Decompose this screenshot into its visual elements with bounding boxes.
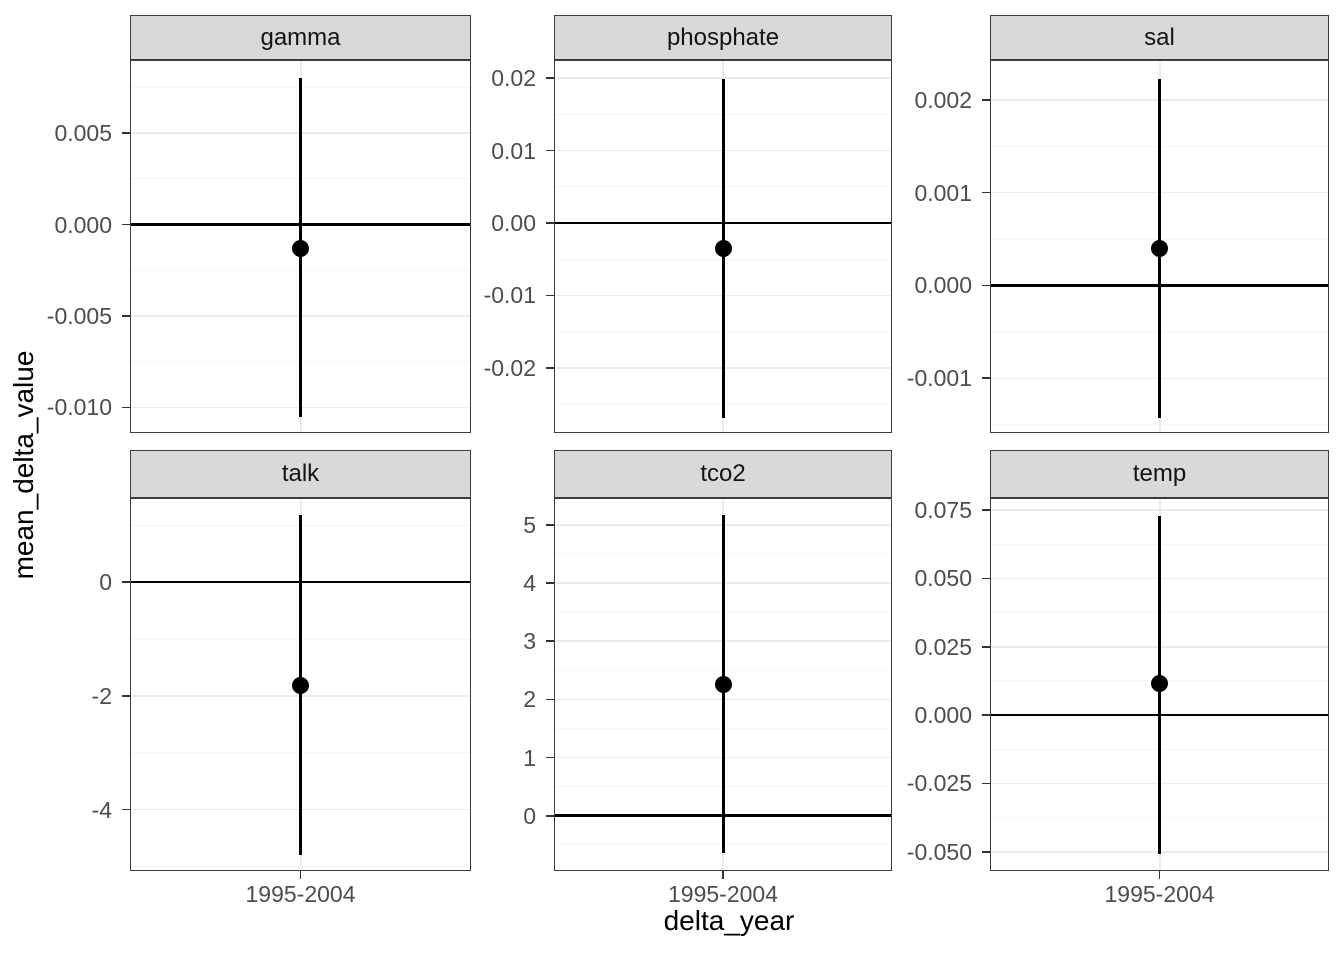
facet-strip-title: talk bbox=[281, 460, 320, 487]
y-tick-label: 0.02 bbox=[491, 65, 536, 92]
panel-temp bbox=[990, 498, 1329, 871]
facet-strip-title: gamma bbox=[260, 23, 341, 51]
y-tick-mark bbox=[982, 645, 990, 648]
x-tick-mark bbox=[722, 871, 724, 879]
y-tick-mark bbox=[982, 377, 990, 380]
x-tick-label: 1995-2004 bbox=[1104, 881, 1215, 907]
y-tick-label: -0.010 bbox=[46, 394, 112, 421]
y-tick-label: 0.075 bbox=[914, 497, 972, 524]
facet-strip-title: temp bbox=[1132, 460, 1187, 487]
y-tick-label: -2 bbox=[91, 682, 112, 709]
y-tick-label: -0.02 bbox=[483, 354, 536, 381]
y-tick-mark bbox=[982, 782, 990, 785]
y-tick-label: 2 bbox=[523, 686, 536, 713]
y-tick-label: 5 bbox=[523, 511, 536, 538]
grid-minor-line bbox=[990, 424, 1329, 426]
facet-strip: temp bbox=[990, 450, 1329, 498]
y-tick-label: -0.025 bbox=[906, 770, 972, 797]
mean-point bbox=[1151, 675, 1168, 693]
y-tick-label: 0.01 bbox=[491, 137, 536, 164]
panel-gamma bbox=[130, 60, 471, 433]
y-tick-label: 0.000 bbox=[914, 702, 972, 729]
y-tick-mark bbox=[982, 851, 990, 853]
y-tick-mark bbox=[546, 294, 554, 297]
x-axis-title: delta_year bbox=[663, 905, 795, 936]
y-tick-label: 3 bbox=[523, 628, 536, 655]
y-tick-mark bbox=[546, 698, 554, 701]
y-tick-label: -0.050 bbox=[906, 838, 972, 865]
mean-point bbox=[1151, 239, 1168, 257]
mean-point bbox=[292, 239, 309, 257]
x-tick-label: 1995-2004 bbox=[668, 881, 778, 907]
y-tick-mark bbox=[122, 315, 130, 317]
y-tick-label: 0 bbox=[99, 569, 112, 596]
y-tick-mark bbox=[982, 99, 990, 101]
y-tick-label: 0.000 bbox=[914, 272, 972, 299]
y-tick-label: -0.01 bbox=[483, 282, 536, 309]
x-tick-mark bbox=[1158, 871, 1161, 879]
y-tick-mark bbox=[546, 77, 554, 79]
panel-sal bbox=[990, 60, 1329, 433]
y-tick-mark bbox=[546, 222, 554, 224]
y-tick-label: 1 bbox=[523, 744, 536, 771]
y-tick-label: 0.000 bbox=[54, 211, 112, 238]
facet-strip-title: sal bbox=[1144, 23, 1175, 51]
y-tick-mark bbox=[122, 132, 130, 134]
y-tick-mark bbox=[982, 714, 990, 716]
facet-strip: phosphate bbox=[554, 15, 892, 60]
grid-major-line bbox=[554, 77, 892, 79]
facet-strip: talk bbox=[130, 450, 471, 498]
y-tick-label: 0.050 bbox=[914, 565, 972, 592]
y-tick-mark bbox=[122, 581, 130, 583]
y-tick-mark bbox=[982, 509, 990, 511]
panel-talk bbox=[130, 498, 471, 871]
facet-strip: gamma bbox=[130, 15, 471, 60]
y-tick-mark bbox=[546, 149, 554, 152]
y-tick-mark bbox=[122, 808, 130, 811]
grid-major-line bbox=[990, 509, 1329, 511]
facet-strip: sal bbox=[990, 15, 1329, 60]
y-axis-title: mean_delta_value bbox=[8, 350, 39, 580]
mean-point bbox=[714, 676, 732, 694]
y-tick-label: -0.005 bbox=[46, 302, 112, 329]
facet-strip-title: phosphate bbox=[666, 23, 780, 51]
x-tick-mark bbox=[299, 871, 302, 879]
y-tick-label: 4 bbox=[523, 569, 536, 596]
facet-strip: tco2 bbox=[554, 450, 892, 498]
y-tick-mark bbox=[546, 582, 554, 584]
y-tick-mark bbox=[982, 577, 990, 580]
y-tick-label: 0.001 bbox=[914, 179, 972, 206]
y-tick-mark bbox=[546, 640, 554, 642]
y-tick-label: 0.002 bbox=[914, 86, 972, 113]
panel-phosphate bbox=[554, 60, 892, 433]
y-tick-mark bbox=[546, 814, 554, 817]
y-tick-mark bbox=[546, 367, 554, 369]
y-tick-label: 0.005 bbox=[54, 120, 112, 147]
y-tick-mark bbox=[122, 406, 130, 409]
x-tick-label: 1995-2004 bbox=[245, 881, 356, 907]
panel-tco2 bbox=[554, 498, 892, 871]
y-tick-mark bbox=[122, 695, 130, 697]
y-tick-mark bbox=[546, 523, 554, 526]
y-tick-label: 0 bbox=[523, 802, 536, 829]
y-tick-mark bbox=[546, 756, 554, 759]
y-tick-mark bbox=[122, 223, 130, 226]
mean-point bbox=[292, 676, 309, 694]
y-tick-label: -4 bbox=[91, 796, 112, 823]
y-tick-mark bbox=[982, 284, 990, 287]
y-tick-label: -0.001 bbox=[906, 365, 972, 392]
grid-minor-line bbox=[130, 865, 471, 867]
mean-point bbox=[714, 239, 732, 257]
y-tick-mark bbox=[982, 191, 990, 194]
y-tick-label: 0.025 bbox=[914, 633, 972, 660]
facet-strip-title: tco2 bbox=[700, 460, 746, 487]
y-tick-label: 0.00 bbox=[491, 209, 536, 236]
